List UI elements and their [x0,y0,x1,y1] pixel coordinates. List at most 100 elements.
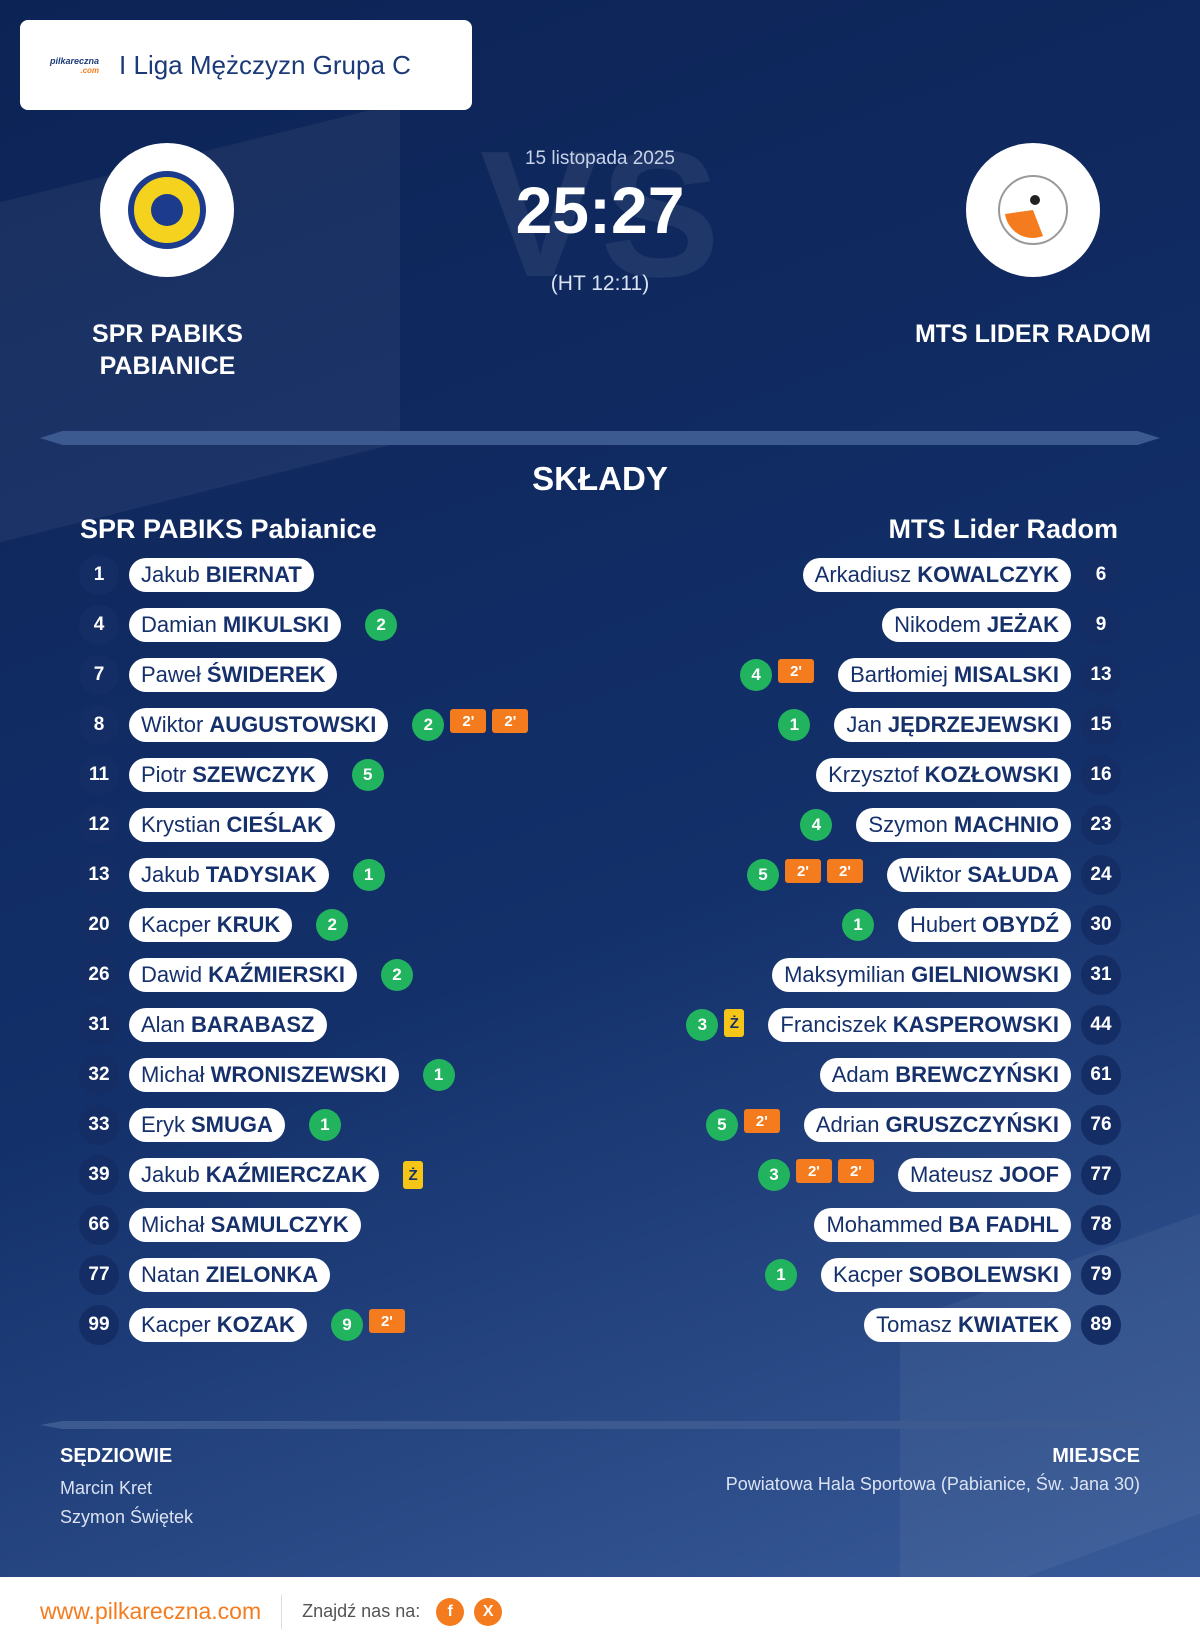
player-number: 99 [79,1305,119,1345]
away-team: MTS LIDER RADOM [914,320,1152,348]
first-name: Dawid [141,962,203,987]
player-name: Adam BREWCZYŃSKI [819,1058,1071,1092]
goals: 1 [352,859,385,891]
player-row: 3 2' 2' Mateusz JOOF 77 [757,1150,1121,1200]
player-number: 39 [79,1155,119,1195]
player-name: Kacper KOZAK [129,1308,307,1342]
league: I Liga Mężczyzn Grupa C [119,49,411,80]
player-name: Bartłomiej MISALSKI [838,658,1071,692]
last-name: ZIELONKA [205,1262,319,1287]
card: 2' [827,859,863,883]
last-name: BIERNAT [205,562,302,587]
goals: 1 [308,1109,341,1141]
header: pilkareczna .com I Liga Mężczyzn Grupa C [20,20,472,110]
x-link[interactable]: X [474,1597,503,1626]
card: Ż [724,1009,745,1037]
player-number: 20 [79,905,119,945]
player-name: Nikodem JEŻAK [882,608,1071,642]
player-name: Piotr SZEWCZYK [129,758,328,792]
player-name: Wiktor SAŁUDA [887,858,1071,892]
player-name: Tomasz KWIATEK [864,1308,1071,1342]
brand-logo: pilkareczna .com [50,56,99,75]
away-logo-icon [998,175,1068,245]
player-stats: 5 2' 2' [747,859,863,891]
player-stats: 5 2' [705,1109,780,1141]
player-number: 1 [79,555,119,595]
home-logo [100,143,234,277]
goals: 1 [841,909,874,941]
player-stats: 1 [352,859,385,891]
player-stats: 2 [316,909,349,941]
away-logo [966,143,1100,277]
player-stats: 1 [764,1259,797,1291]
first-name: Jakub [141,1162,200,1187]
facebook-link[interactable]: f [436,1597,465,1626]
player-number: 61 [1081,1055,1121,1095]
last-name: KWIATEK [957,1312,1059,1337]
player-name: Adrian GRUSZCZYŃSKI [803,1108,1071,1142]
player-number: 24 [1081,855,1121,895]
goals: 3 [686,1009,719,1041]
player-row: 32 Michał WRONISZEWSKI 1 [79,1050,455,1100]
player-row: 66 Michał SAMULCZYK [79,1200,371,1250]
player-row: Krzysztof KOZŁOWSKI 16 [806,750,1121,800]
brand-suffix: .com [80,65,100,75]
first-name: Nikodem [894,612,981,637]
first-name: Franciszek [780,1012,887,1037]
separator [40,431,1160,445]
player-number: 7 [79,655,119,695]
first-name: Krystian [141,812,221,837]
first-name: Adrian [815,1112,880,1137]
player-name: Michał WRONISZEWSKI [129,1058,399,1092]
goals: 2 [316,909,349,941]
player-stats: 1 [308,1109,341,1141]
player-name: Kacper SOBOLEWSKI [820,1258,1071,1292]
first-name: Krzysztof [828,762,919,787]
last-name: SAMULCZYK [210,1212,349,1237]
player-stats: 2 2' 2' [412,709,529,741]
player-name: Hubert OBYDŹ [897,908,1071,942]
player-row: 11 Piotr SZEWCZYK 5 [79,750,384,800]
player-name: Krzysztof KOZŁOWSKI [816,758,1071,792]
card: 2' [450,709,487,733]
first-name: Wiktor [899,862,962,887]
player-row: 4 2' Bartłomiej MISALSKI 13 [740,650,1121,700]
first-name: Mohammed [826,1212,943,1237]
goals: 9 [330,1309,363,1341]
last-name: WRONISZEWSKI [210,1062,387,1087]
first-name: Mateusz [909,1162,994,1187]
site-link[interactable]: www.pilkareczna.com [40,1598,262,1624]
player-row: 33 Eryk SMUGA 1 [79,1100,341,1150]
away-lineup-title: MTS Lider Radom [888,514,1118,544]
player-row: 1 Kacper SOBOLEWSKI 79 [764,1250,1121,1300]
player-name: Wiktor AUGUSTOWSKI [129,708,389,742]
player-row: 39 Jakub KAŹMIERCZAK Ż [79,1150,424,1200]
first-name: Kacper [141,912,211,937]
card: Ż [403,1161,424,1189]
last-name: KOZŁOWSKI [924,762,1059,787]
player-name: Jakub BIERNAT [129,558,314,592]
player-row: 5 2' Adrian GRUSZCZYŃSKI 76 [705,1100,1121,1150]
player-stats: 1 [778,709,811,741]
last-name: MISALSKI [953,662,1059,687]
separator [40,1421,1160,1429]
first-name: Arkadiusz [814,562,912,587]
player-name: Paweł ŚWIDEREK [129,658,338,692]
player-name: Michał SAMULCZYK [129,1208,361,1242]
first-name: Kacper [141,1312,211,1337]
player-number: 12 [79,805,119,845]
player-name: Dawid KAŹMIERSKI [129,958,358,992]
player-row: 26 Dawid KAŹMIERSKI 2 [79,950,414,1000]
player-stats: 9 2' [330,1309,405,1341]
player-row: Adam BREWCZYŃSKI 61 [810,1050,1121,1100]
date: 15 listopada 2025 [524,148,675,169]
first-name: Wiktor [141,712,204,737]
player-number: 31 [1081,955,1121,995]
first-name: Jakub [141,862,200,887]
last-name: SAŁUDA [967,862,1059,887]
player-stats: 1 [841,909,874,941]
player-row: 4 Szymon MACHNIO 23 [800,800,1121,850]
